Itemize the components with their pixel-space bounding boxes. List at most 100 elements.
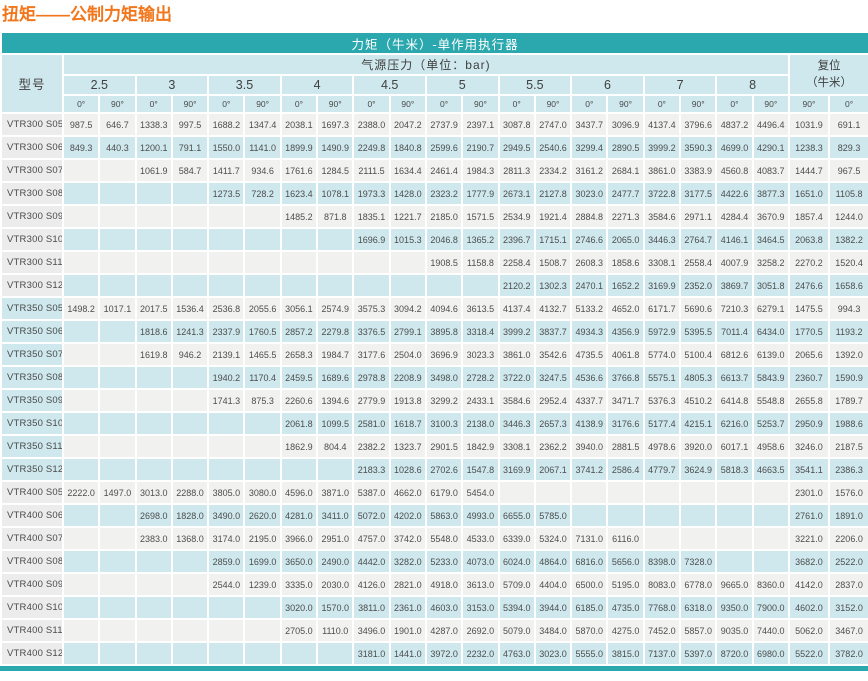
torque-value-cell: 4533.0 — [463, 528, 498, 549]
empty-cell — [64, 344, 99, 365]
torque-value-cell: 3741.2 — [572, 459, 607, 480]
torque-value-cell: 6778.0 — [681, 574, 716, 595]
torque-value-cell: 728.2 — [245, 183, 280, 204]
torque-value-cell: 4126.0 — [354, 574, 389, 595]
torque-value-cell: 5195.0 — [608, 574, 643, 595]
empty-cell — [681, 528, 716, 549]
row-model-label: VTR400 S11 — [2, 620, 62, 641]
empty-cell — [136, 436, 171, 457]
empty-cell — [100, 436, 135, 457]
torque-value-cell: 1520.4 — [829, 252, 868, 273]
torque-value-cell: 3782.0 — [829, 643, 868, 664]
torque-value-cell: 1078.1 — [318, 183, 353, 204]
torque-value-cell: 2183.3 — [354, 459, 389, 480]
torque-value-cell: 2673.1 — [499, 183, 534, 204]
torque-value-cell: 3094.2 — [390, 298, 425, 319]
torque-value-cell: 4422.6 — [717, 183, 752, 204]
empty-cell — [100, 551, 135, 572]
torque-value-cell: 3176.6 — [608, 413, 643, 434]
torque-value-cell: 3100.3 — [426, 413, 462, 434]
empty-cell — [100, 321, 135, 342]
torque-value-cell: 3861.0 — [499, 344, 534, 365]
torque-value-cell: 2386.3 — [829, 459, 868, 480]
torque-value-cell: 5233.0 — [426, 551, 462, 572]
torque-value-cell: 5177.4 — [644, 413, 680, 434]
torque-value-cell: 1200.1 — [136, 137, 171, 158]
torque-value-cell: 2811.3 — [499, 160, 534, 181]
torque-value-cell: 3096.9 — [608, 114, 643, 135]
torque-value-cell: 1891.0 — [829, 505, 868, 526]
torque-value-cell: 3013.0 — [136, 482, 171, 503]
torque-value-cell: 3575.3 — [354, 298, 389, 319]
row-model-label: VTR300 S10 — [2, 229, 62, 250]
empty-cell — [245, 620, 280, 641]
empty-cell — [318, 252, 353, 273]
empty-cell — [100, 620, 135, 641]
empty-cell — [209, 275, 244, 296]
torque-value-cell: 2477.7 — [608, 183, 643, 204]
torque-value-cell: 3940.0 — [572, 436, 607, 457]
torque-value-cell: 2534.9 — [499, 206, 534, 227]
torque-value-cell: 4132.7 — [535, 298, 571, 319]
torque-value-cell: 3023.3 — [463, 344, 498, 365]
pressure-value: 3.5 — [209, 76, 280, 94]
torque-value-cell: 1382.2 — [829, 229, 868, 250]
torque-value-cell: 4735.5 — [572, 344, 607, 365]
torque-value-cell: 6279.1 — [753, 298, 788, 319]
torque-value-cell: 5454.0 — [463, 482, 498, 503]
torque-value-cell: 4805.3 — [681, 367, 716, 388]
table-row: VTR350 S09 1741.3 875.3 2260.6 1394.6 2779.9 1… — [2, 390, 868, 411]
torque-value-cell: 2476.6 — [789, 275, 828, 296]
torque-value-cell: 4757.0 — [354, 528, 389, 549]
table-row: VTR300 S11 1908.5 1158.8 2258.4 1508.7 2608.3… — [2, 252, 868, 273]
empty-cell — [136, 367, 171, 388]
torque-value-cell: 4536.6 — [572, 367, 607, 388]
empty-cell — [209, 597, 244, 618]
torque-value-cell: 2111.5 — [354, 160, 389, 181]
empty-cell — [209, 459, 244, 480]
angle-header: 90° — [753, 96, 788, 112]
empty-cell — [281, 459, 317, 480]
torque-value-cell: 4138.9 — [572, 413, 607, 434]
empty-cell — [172, 206, 208, 227]
torque-value-cell: 4404.0 — [535, 574, 571, 595]
torque-value-cell: 5324.0 — [535, 528, 571, 549]
torque-value-cell: 5774.0 — [644, 344, 680, 365]
torque-value-cell: 1485.2 — [281, 206, 317, 227]
torque-value-cell: 1323.7 — [390, 436, 425, 457]
angle-header: 0° — [829, 96, 868, 112]
torque-value-cell: 2258.4 — [499, 252, 534, 273]
torque-value-cell: 3299.2 — [426, 390, 462, 411]
torque-value-cell: 3624.9 — [681, 459, 716, 480]
torque-value-cell: 5522.0 — [789, 643, 828, 664]
torque-value-cell: 3308.1 — [499, 436, 534, 457]
empty-cell — [681, 505, 716, 526]
row-model-label: VTR400 S10 — [2, 597, 62, 618]
torque-value-cell: 3805.0 — [209, 482, 244, 503]
torque-value-cell: 987.5 — [64, 114, 99, 135]
torque-value-cell: 5548.0 — [426, 528, 462, 549]
pressure-value: 2.5 — [64, 76, 135, 94]
torque-value-cell: 7011.4 — [717, 321, 752, 342]
torque-value-cell: 7452.0 — [644, 620, 680, 641]
angle-header: 0° — [426, 96, 462, 112]
torque-value-cell: 2859.0 — [209, 551, 244, 572]
torque-value-cell: 3682.0 — [789, 551, 828, 572]
empty-cell — [136, 643, 171, 664]
page-title: 扭矩——公制力矩输出 — [2, 5, 172, 24]
torque-value-cell: 3299.4 — [572, 137, 607, 158]
torque-value-cell: 4146.1 — [717, 229, 752, 250]
pressure-value: 3 — [136, 76, 208, 94]
torque-value-cell: 3498.0 — [426, 367, 462, 388]
torque-value-cell: 2581.0 — [354, 413, 389, 434]
empty-cell — [100, 229, 135, 250]
torque-value-cell: 1623.4 — [281, 183, 317, 204]
torque-value-cell: 2884.8 — [572, 206, 607, 227]
empty-cell — [717, 551, 752, 572]
torque-value-cell: 2890.5 — [608, 137, 643, 158]
torque-value-cell: 1015.3 — [390, 229, 425, 250]
torque-value-cell: 3464.5 — [753, 229, 788, 250]
row-model-label: VTR300 S07 — [2, 160, 62, 181]
empty-cell — [172, 252, 208, 273]
torque-value-cell: 3282.0 — [390, 551, 425, 572]
